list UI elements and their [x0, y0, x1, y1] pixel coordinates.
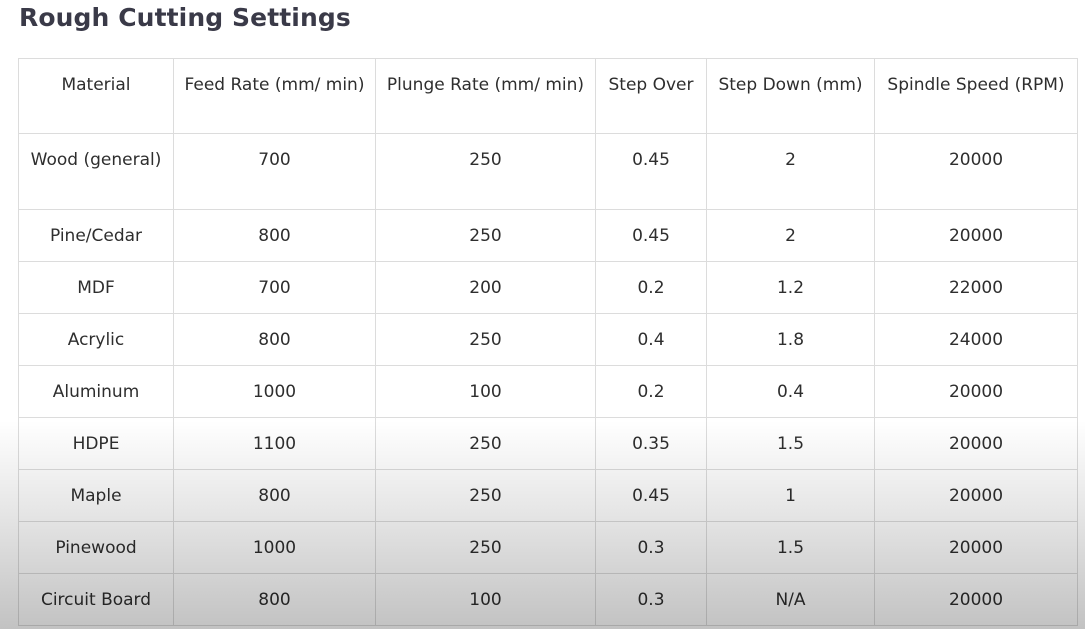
- page-title: Rough Cutting Settings: [19, 3, 351, 32]
- table-row: Circuit Board 800 100 0.3 N/A 20000: [18, 573, 1078, 626]
- cell-plunge-rate: 250: [375, 133, 596, 210]
- cell-feed-rate: 1000: [173, 521, 376, 574]
- cell-step-over: 0.45: [595, 469, 707, 522]
- cell-material: Pine/Cedar: [18, 209, 174, 262]
- cell-spindle-speed: 20000: [874, 573, 1078, 626]
- cell-spindle-speed: 20000: [874, 133, 1078, 210]
- cell-feed-rate: 1000: [173, 365, 376, 418]
- cell-material: Maple: [18, 469, 174, 522]
- cell-step-down: 1.5: [706, 521, 875, 574]
- cell-step-down: 1.5: [706, 417, 875, 470]
- cell-plunge-rate: 250: [375, 417, 596, 470]
- cell-material: HDPE: [18, 417, 174, 470]
- cell-material: Pinewood: [18, 521, 174, 574]
- table-row: Aluminum 1000 100 0.2 0.4 20000: [18, 365, 1078, 418]
- cell-step-over: 0.45: [595, 133, 707, 210]
- cell-plunge-rate: 100: [375, 573, 596, 626]
- table-row: HDPE 1100 250 0.35 1.5 20000: [18, 417, 1078, 470]
- cell-spindle-speed: 22000: [874, 261, 1078, 314]
- cell-feed-rate: 700: [173, 261, 376, 314]
- cell-step-over: 0.45: [595, 209, 707, 262]
- table-row: Acrylic 800 250 0.4 1.8 24000: [18, 313, 1078, 366]
- table-row: Wood (general) 700 250 0.45 2 20000: [18, 133, 1078, 210]
- cell-step-over: 0.3: [595, 521, 707, 574]
- cell-step-over: 0.35: [595, 417, 707, 470]
- table-row: Pinewood 1000 250 0.3 1.5 20000: [18, 521, 1078, 574]
- cell-spindle-speed: 20000: [874, 417, 1078, 470]
- cell-spindle-speed: 20000: [874, 209, 1078, 262]
- column-header-feed-rate: Feed Rate (mm/ min): [173, 58, 376, 134]
- cell-spindle-speed: 20000: [874, 521, 1078, 574]
- cell-step-down: 1.2: [706, 261, 875, 314]
- cell-step-down: N/A: [706, 573, 875, 626]
- column-header-step-over: Step Over: [595, 58, 707, 134]
- cell-spindle-speed: 24000: [874, 313, 1078, 366]
- cell-material: MDF: [18, 261, 174, 314]
- cell-step-down: 2: [706, 133, 875, 210]
- cell-feed-rate: 700: [173, 133, 376, 210]
- cell-feed-rate: 1100: [173, 417, 376, 470]
- column-header-material: Material: [18, 58, 174, 134]
- column-header-plunge-rate: Plunge Rate (mm/ min): [375, 58, 596, 134]
- table-row: Maple 800 250 0.45 1 20000: [18, 469, 1078, 522]
- cell-material: Aluminum: [18, 365, 174, 418]
- table-row: Pine/Cedar 800 250 0.45 2 20000: [18, 209, 1078, 262]
- cell-plunge-rate: 250: [375, 521, 596, 574]
- settings-table: Material Feed Rate (mm/ min) Plunge Rate…: [18, 58, 1078, 626]
- cell-material: Wood (general): [18, 133, 174, 210]
- cell-feed-rate: 800: [173, 209, 376, 262]
- cell-step-down: 0.4: [706, 365, 875, 418]
- cell-step-over: 0.2: [595, 365, 707, 418]
- cell-spindle-speed: 20000: [874, 469, 1078, 522]
- cell-material: Circuit Board: [18, 573, 174, 626]
- cell-step-over: 0.4: [595, 313, 707, 366]
- cell-step-down: 2: [706, 209, 875, 262]
- cell-feed-rate: 800: [173, 469, 376, 522]
- cell-spindle-speed: 20000: [874, 365, 1078, 418]
- table-header-row: Material Feed Rate (mm/ min) Plunge Rate…: [18, 58, 1078, 134]
- cell-plunge-rate: 250: [375, 313, 596, 366]
- cell-step-over: 0.3: [595, 573, 707, 626]
- cell-plunge-rate: 250: [375, 209, 596, 262]
- cell-feed-rate: 800: [173, 313, 376, 366]
- cell-step-down: 1: [706, 469, 875, 522]
- cell-feed-rate: 800: [173, 573, 376, 626]
- column-header-spindle-speed: Spindle Speed (RPM): [874, 58, 1078, 134]
- cell-step-over: 0.2: [595, 261, 707, 314]
- cell-step-down: 1.8: [706, 313, 875, 366]
- cell-plunge-rate: 100: [375, 365, 596, 418]
- cell-plunge-rate: 250: [375, 469, 596, 522]
- table-row: MDF 700 200 0.2 1.2 22000: [18, 261, 1078, 314]
- cell-material: Acrylic: [18, 313, 174, 366]
- cell-plunge-rate: 200: [375, 261, 596, 314]
- column-header-step-down: Step Down (mm): [706, 58, 875, 134]
